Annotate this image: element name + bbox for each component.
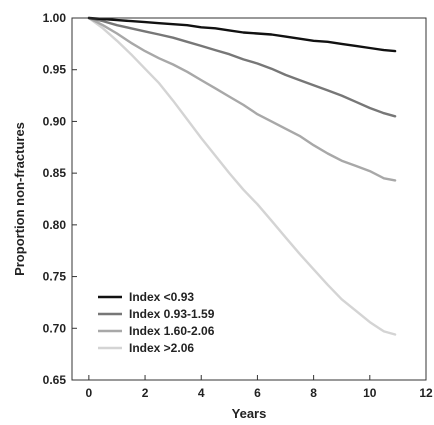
x-tick-label: 8 (310, 386, 317, 400)
x-tick-label: 6 (254, 386, 261, 400)
y-tick-label: 0.90 (43, 114, 67, 128)
series-line-3 (87, 16, 397, 182)
plot-frame (71, 17, 427, 381)
legend-label: Index 0.93-1.59 (129, 307, 215, 321)
y-tick-label: 0.65 (43, 373, 67, 387)
series-line-4 (87, 16, 397, 336)
y-tick-label: 0.80 (43, 218, 67, 232)
legend-label: Index >2.06 (129, 341, 194, 355)
legend: Index <0.93 Index 0.93-1.59 Index 1.60-2.0… (98, 290, 215, 355)
x-tick-label: 10 (363, 386, 377, 400)
ticks-layer: 0 2 4 6 8 10 12 0.65 0.70 0.75 0.80 0.85 0.90 0.95 1.0… (43, 11, 433, 400)
x-tick-label: 12 (419, 386, 433, 400)
x-tick-label: 0 (86, 386, 93, 400)
x-tick-label: 4 (198, 386, 205, 400)
y-tick-label: 0.95 (43, 63, 67, 77)
y-tick-label: 0.70 (43, 321, 67, 335)
legend-label: Index <0.93 (129, 290, 194, 304)
series-line-2 (87, 16, 397, 118)
y-tick-label: 0.85 (43, 166, 67, 180)
x-axis-title: Years (232, 406, 267, 421)
y-axis-title: Proportion non-fractures (12, 122, 27, 276)
legend-label: Index 1.60-2.06 (129, 324, 215, 338)
series-layer (87, 16, 397, 336)
series-line-1 (87, 16, 397, 53)
y-tick-label: 1.00 (43, 11, 67, 25)
x-tick-label: 2 (142, 386, 149, 400)
y-tick-label: 0.75 (43, 270, 67, 284)
